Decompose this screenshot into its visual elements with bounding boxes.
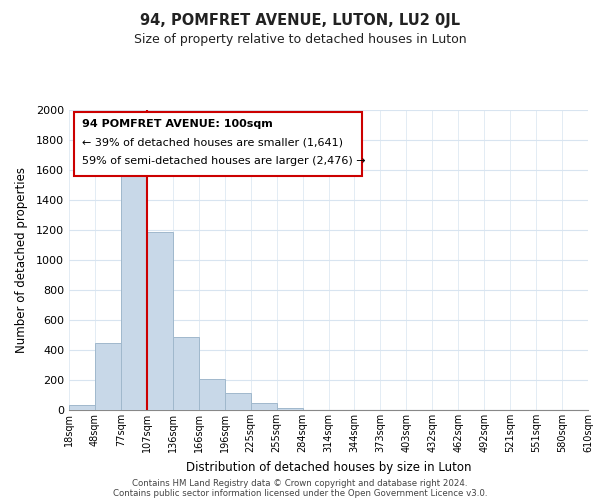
Text: ← 39% of detached houses are smaller (1,641): ← 39% of detached houses are smaller (1,… <box>82 138 343 147</box>
Y-axis label: Number of detached properties: Number of detached properties <box>14 167 28 353</box>
FancyBboxPatch shape <box>74 112 362 176</box>
Bar <box>199 378 224 410</box>
Text: Size of property relative to detached houses in Luton: Size of property relative to detached ho… <box>134 32 466 46</box>
Text: Contains public sector information licensed under the Open Government Licence v3: Contains public sector information licen… <box>113 488 487 498</box>
Text: Contains HM Land Registry data © Crown copyright and database right 2024.: Contains HM Land Registry data © Crown c… <box>132 478 468 488</box>
Bar <box>173 336 199 410</box>
Text: 59% of semi-detached houses are larger (2,476) →: 59% of semi-detached houses are larger (… <box>82 156 365 166</box>
Bar <box>251 403 277 410</box>
Bar <box>69 405 95 410</box>
Bar <box>277 408 302 410</box>
Bar <box>147 232 173 410</box>
Bar <box>121 170 147 410</box>
Text: 94 POMFRET AVENUE: 100sqm: 94 POMFRET AVENUE: 100sqm <box>82 119 273 129</box>
Bar <box>95 342 121 410</box>
X-axis label: Distribution of detached houses by size in Luton: Distribution of detached houses by size … <box>186 460 471 473</box>
Bar <box>225 393 251 410</box>
Text: 94, POMFRET AVENUE, LUTON, LU2 0JL: 94, POMFRET AVENUE, LUTON, LU2 0JL <box>140 12 460 28</box>
